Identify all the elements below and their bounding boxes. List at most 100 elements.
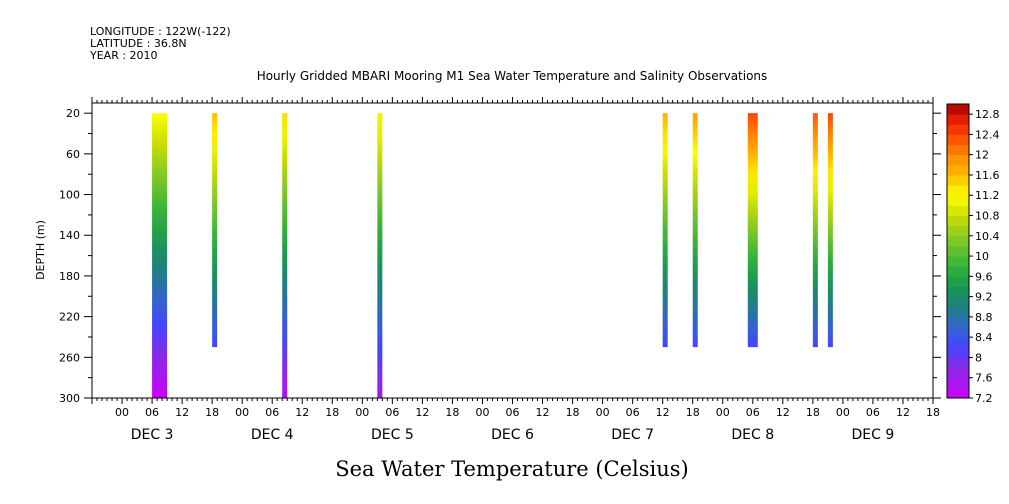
data-column	[812, 113, 818, 348]
colorbar-segment	[947, 124, 969, 135]
data-column	[282, 113, 288, 398]
y-axis-label: DEPTH (m)	[34, 220, 47, 280]
y-tick-label: 100	[59, 189, 80, 202]
colorbar-segment	[947, 367, 969, 379]
colorbar-tick-label: 10	[975, 250, 989, 263]
x-day-label: DEC 8	[731, 427, 774, 443]
colorbar-segment	[947, 174, 969, 186]
chart-title: Hourly Gridded MBARI Mooring M1 Sea Wate…	[257, 69, 768, 83]
colorbar-segment	[947, 104, 969, 115]
x-tick-label: 12	[175, 406, 189, 419]
year-text: YEAR : 2010	[89, 49, 158, 62]
colorbar-segment	[947, 306, 969, 318]
colorbar-segment	[947, 185, 969, 196]
colorbar-segment	[947, 225, 969, 237]
colorbar-tick-label: 12.4	[975, 128, 1000, 141]
latitude-text: LATITUDE : 36.8N	[90, 37, 187, 50]
colorbar-segment	[947, 347, 969, 358]
data-column	[692, 113, 698, 348]
x-tick-label: 00	[115, 406, 129, 419]
x-tick-label: 18	[926, 406, 940, 419]
x-tick-label: 12	[776, 406, 790, 419]
colorbar-segment	[947, 134, 969, 146]
colorbar-tick-label: 12	[975, 149, 989, 162]
colorbar-tick-label: 12.8	[975, 108, 1000, 121]
data-column	[212, 113, 218, 348]
colorbar-segment	[947, 357, 969, 369]
colorbar-tick-label: 9.2	[975, 291, 993, 304]
x-tick-label: 06	[145, 406, 159, 419]
location-header: LONGITUDE : 122W(-122) LATITUDE : 36.8N …	[89, 25, 231, 62]
colorbar-segment	[947, 195, 969, 206]
colorbar-segment	[947, 215, 969, 227]
colorbar-segment	[947, 316, 969, 328]
colorbar-tick-label: 7.2	[975, 392, 993, 405]
colorbar-segment	[947, 114, 969, 125]
y-tick-label: 60	[66, 148, 80, 161]
colorbar-tick-label: 10.4	[975, 230, 1000, 243]
colorbar-segment	[947, 296, 969, 308]
colorbar-segment	[947, 377, 969, 389]
y-tick-label: 220	[59, 311, 80, 324]
colorbar-tick-label: 9.6	[975, 270, 993, 283]
colorbar-tick-label: 8.4	[975, 331, 993, 344]
x-tick-label: 06	[746, 406, 760, 419]
x-tick-label: 00	[716, 406, 730, 419]
colorbar-segment	[947, 235, 969, 247]
x-tick-label: 06	[265, 406, 279, 419]
plot-frame	[91, 102, 934, 399]
colorbar-tick-label: 8	[975, 351, 982, 364]
colorbar-tick-label: 11.6	[975, 169, 1000, 182]
longitude-text: LONGITUDE : 122W(-122)	[90, 25, 231, 38]
colorbar-segment	[947, 387, 969, 399]
x-tick-label: 06	[506, 406, 520, 419]
y-tick-label: 260	[59, 351, 80, 364]
data-column	[152, 113, 168, 398]
y-tick-label: 180	[59, 270, 80, 283]
colorbar-label: Sea Water Temperature (Celsius)	[335, 457, 689, 481]
colorbar-segment	[947, 245, 969, 257]
data-column	[747, 113, 758, 348]
colorbar-frame	[946, 103, 970, 399]
x-tick-label: 12	[656, 406, 670, 419]
x-tick-label: 06	[385, 406, 399, 419]
x-tick-label: 18	[806, 406, 820, 419]
colorbar-segment	[947, 286, 969, 298]
x-tick-label: 18	[325, 406, 339, 419]
x-tick-label: 12	[415, 406, 429, 419]
y-tick-label: 140	[59, 229, 80, 242]
x-tick-label: 18	[205, 406, 219, 419]
x-day-label: DEC 9	[852, 427, 895, 443]
x-day-label: DEC 3	[131, 427, 174, 443]
data-columns	[152, 113, 833, 398]
colorbar: 12.8 12.4 12 11.6 11.2 10.8 10.4 10 9.6 9.2 8.8 8.4…	[946, 103, 1000, 405]
x-tick-label: 00	[836, 406, 850, 419]
x-day-label: DEC 6	[491, 427, 534, 443]
x-day-label: DEC 5	[371, 427, 414, 443]
colorbar-segment	[947, 164, 969, 176]
colorbar-segment	[947, 266, 969, 277]
x-day-label: DEC 7	[611, 427, 654, 443]
colorbar-segment	[947, 276, 969, 287]
colorbar-segment	[947, 337, 969, 348]
x-tick-label: 06	[626, 406, 640, 419]
x-tick-label: 12	[295, 406, 309, 419]
colorbar-tick-label: 11.2	[975, 189, 1000, 202]
y-tick-label: 20	[66, 107, 80, 120]
colorbar-segment	[947, 144, 969, 156]
data-column	[827, 113, 833, 348]
x-tick-label: 00	[235, 406, 249, 419]
colorbar-segment	[947, 154, 969, 166]
x-tick-label: 00	[596, 406, 610, 419]
x-tick-label: 00	[355, 406, 369, 419]
y-tick-label: 300	[59, 392, 80, 405]
colorbar-segment	[947, 327, 969, 338]
x-tick-label: 00	[475, 406, 489, 419]
x-tick-label: 18	[566, 406, 580, 419]
colorbar-tick-label: 7.6	[975, 372, 993, 385]
colorbar-segment	[947, 205, 969, 217]
x-tick-label: 06	[866, 406, 880, 419]
colorbar-segment	[947, 256, 969, 267]
x-tick-label: 18	[686, 406, 700, 419]
